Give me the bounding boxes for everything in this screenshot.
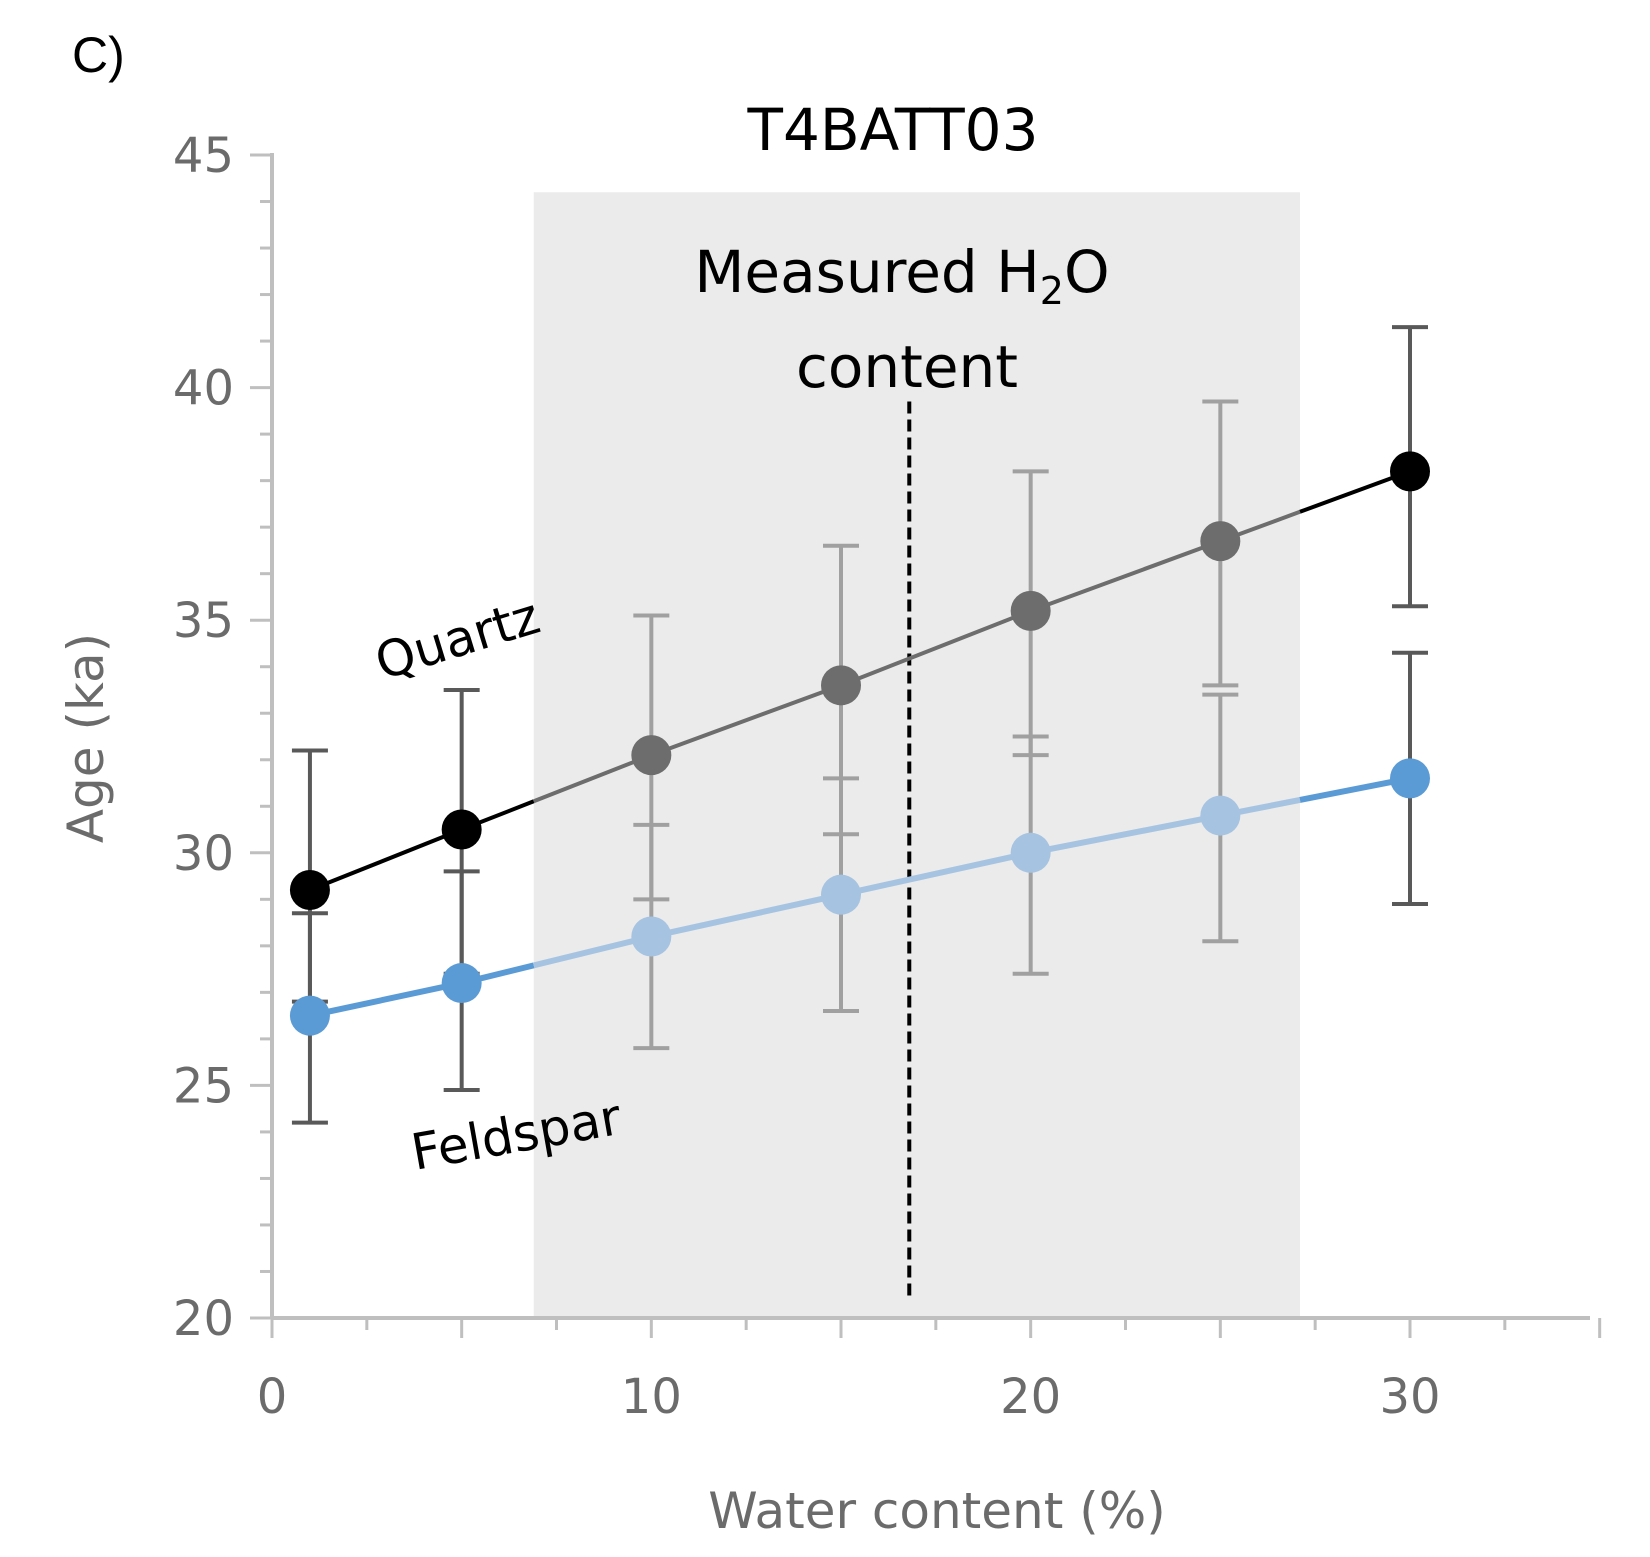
point-quartz	[821, 665, 861, 706]
measured-annotation-line1: Measured H2O	[694, 238, 1109, 313]
point-quartz	[441, 809, 482, 850]
point-feldspar	[441, 963, 482, 1004]
point-quartz	[1200, 521, 1241, 562]
chart-title: T4BATT03	[747, 96, 1039, 164]
data-points	[289, 451, 1430, 1036]
panel-label: C)	[72, 27, 125, 83]
series-label-quartz: Quartz	[369, 587, 547, 692]
y-tick-labels: 20 25 30 35 40 45	[173, 128, 234, 1347]
point-quartz	[289, 870, 330, 911]
y-tick-label: 25	[173, 1058, 234, 1114]
y-tick-label: 40	[173, 361, 234, 417]
point-feldspar	[289, 995, 330, 1036]
series-lines	[309, 469, 1411, 1019]
x-tick-label: 30	[1379, 1369, 1440, 1425]
annotation-text-a: Measured H	[694, 238, 1039, 306]
point-feldspar	[1010, 832, 1051, 873]
y-tick-label: 20	[173, 1291, 234, 1347]
point-quartz	[1390, 451, 1430, 492]
series-segment-feldspar	[840, 849, 1032, 898]
y-tick-label: 45	[173, 128, 234, 184]
y-tick-label: 30	[173, 826, 234, 882]
point-quartz	[1010, 590, 1051, 631]
measured-annotation-line2: content	[796, 333, 1018, 401]
series-segment-feldspar	[1030, 812, 1221, 856]
series-segment-quartz	[309, 827, 463, 892]
point-feldspar	[821, 874, 861, 915]
y-tick-label: 35	[173, 593, 234, 649]
x-tick-label: 0	[257, 1369, 288, 1425]
y-axis-title: Age (ka)	[57, 633, 115, 843]
annotation-subscript: 2	[1040, 269, 1064, 313]
series-segment-quartz	[533, 753, 653, 804]
series-segment-feldspar	[650, 891, 842, 940]
series-segment-feldspar	[533, 933, 653, 969]
x-tick-label: 10	[621, 1369, 682, 1425]
point-quartz	[631, 735, 672, 776]
axes	[250, 153, 1602, 1338]
x-axis-title: Water content (%)	[708, 1482, 1166, 1540]
series-segment-quartz	[1029, 539, 1222, 613]
x-tick-label: 20	[1000, 1369, 1061, 1425]
x-tick-labels: 0 10 20 30	[257, 1369, 1441, 1425]
series-segment-quartz	[840, 609, 1032, 688]
point-feldspar	[1390, 758, 1430, 799]
point-feldspar	[631, 916, 672, 957]
annotation-text-b: O	[1064, 238, 1110, 306]
series-segment-quartz	[650, 683, 842, 757]
series-segment-feldspar	[309, 980, 463, 1019]
point-feldspar	[1200, 795, 1241, 836]
